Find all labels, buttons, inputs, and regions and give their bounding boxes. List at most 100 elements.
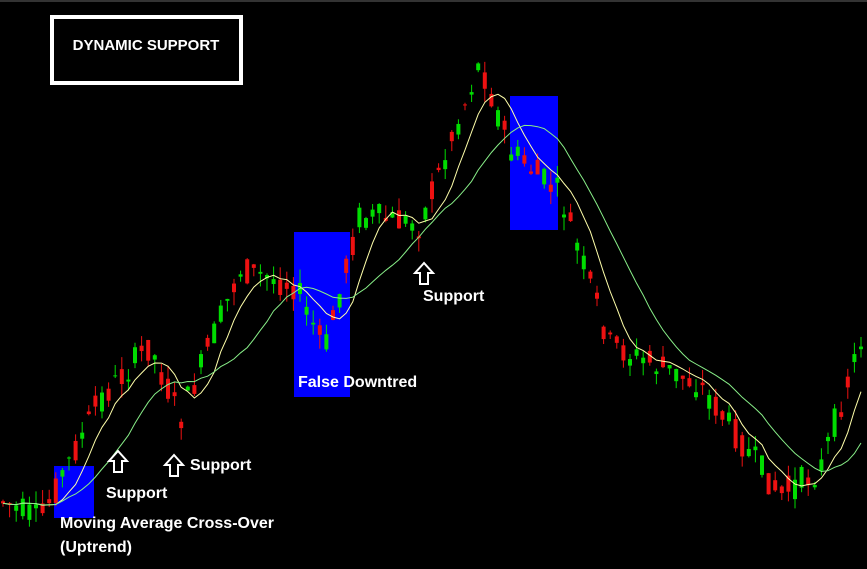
candle-body bbox=[595, 292, 599, 299]
moving-average bbox=[2, 93, 862, 506]
title-box bbox=[50, 15, 243, 85]
candle-body bbox=[344, 258, 349, 273]
candle-body bbox=[773, 480, 778, 491]
annotation: Support bbox=[106, 485, 168, 502]
candle-body bbox=[746, 448, 751, 457]
candle-body bbox=[258, 271, 263, 274]
candle-body bbox=[172, 392, 177, 397]
candle-body bbox=[575, 242, 580, 251]
candle-body bbox=[192, 385, 197, 394]
candle-body bbox=[311, 322, 316, 325]
candle-body bbox=[397, 210, 401, 229]
candle-body bbox=[377, 204, 382, 214]
candle-body bbox=[106, 388, 111, 401]
candle-body bbox=[403, 215, 408, 224]
candle-body bbox=[832, 408, 837, 437]
candle-body bbox=[766, 473, 771, 495]
candle-body bbox=[581, 255, 586, 270]
candle-body bbox=[20, 498, 25, 517]
candle-body bbox=[146, 339, 151, 361]
candle-body bbox=[700, 382, 705, 386]
candle-body bbox=[364, 218, 368, 228]
candle-body bbox=[350, 236, 355, 256]
candle-body bbox=[634, 349, 639, 356]
candle-body bbox=[779, 486, 784, 494]
annotation: Support bbox=[190, 457, 252, 474]
candle-body bbox=[225, 298, 230, 301]
candle-body bbox=[1, 501, 5, 504]
candle-body bbox=[661, 356, 665, 368]
moving-average bbox=[2, 124, 862, 506]
arrow bbox=[106, 449, 130, 473]
candle-body bbox=[60, 470, 65, 477]
candle-body bbox=[139, 345, 144, 352]
candle-body bbox=[542, 168, 547, 185]
candle-body bbox=[614, 336, 619, 343]
candle-body bbox=[469, 92, 474, 95]
candle-body bbox=[733, 419, 738, 449]
candle-body bbox=[317, 325, 322, 335]
candle-body bbox=[304, 306, 309, 315]
candle-body bbox=[67, 457, 71, 459]
candle-body bbox=[113, 375, 118, 377]
candle-body bbox=[760, 455, 764, 475]
candle-body bbox=[40, 503, 45, 514]
candle-body bbox=[694, 392, 698, 398]
candle-body bbox=[852, 354, 857, 363]
candle-body bbox=[819, 459, 824, 471]
candle-body bbox=[529, 171, 533, 174]
candle-body bbox=[14, 505, 19, 511]
candle-body bbox=[740, 435, 745, 457]
candle-body bbox=[555, 177, 560, 183]
candle-body bbox=[152, 355, 157, 360]
candle-body bbox=[199, 354, 203, 368]
candle-body bbox=[245, 259, 250, 284]
candle-body bbox=[826, 436, 830, 442]
candle-body bbox=[812, 485, 817, 488]
candle-body bbox=[284, 282, 289, 289]
candle-body bbox=[720, 411, 725, 420]
candle-body bbox=[179, 421, 184, 429]
candle-body bbox=[324, 334, 329, 350]
candle-body bbox=[608, 332, 613, 335]
candle-body bbox=[753, 446, 758, 451]
candle-body bbox=[86, 411, 91, 415]
highlight-boxes bbox=[54, 96, 558, 518]
highlight-box bbox=[510, 96, 558, 230]
candle-body bbox=[845, 376, 850, 388]
candle-body bbox=[859, 346, 863, 350]
annotation: Moving Average Cross-Over bbox=[60, 515, 274, 532]
candle-body bbox=[126, 379, 131, 382]
candle-body bbox=[601, 326, 606, 340]
candle-body bbox=[212, 323, 217, 344]
candle-body bbox=[727, 412, 731, 422]
candle-body bbox=[27, 504, 32, 520]
annotation: Support bbox=[423, 288, 485, 305]
candle-body bbox=[100, 392, 104, 412]
candle-body bbox=[265, 275, 269, 279]
candle-body bbox=[806, 477, 811, 486]
candle-body bbox=[456, 123, 461, 135]
candle-body bbox=[337, 294, 342, 308]
candle-body bbox=[562, 214, 566, 218]
candle-body bbox=[621, 345, 626, 361]
highlight-box bbox=[54, 466, 94, 518]
candle-body bbox=[166, 378, 170, 399]
candle-body bbox=[205, 337, 210, 347]
candle-body bbox=[370, 209, 375, 217]
candle-body bbox=[522, 155, 527, 164]
candle-body bbox=[218, 305, 223, 322]
candle-body bbox=[687, 378, 692, 387]
candle-body bbox=[53, 478, 58, 503]
candle-body bbox=[515, 146, 520, 156]
candle-body bbox=[568, 212, 573, 222]
candle-body bbox=[47, 499, 52, 504]
candle-body bbox=[436, 167, 441, 171]
candle-body bbox=[482, 72, 487, 89]
annotation: (Uptrend) bbox=[60, 539, 132, 556]
candle-body bbox=[641, 357, 646, 364]
candle-body bbox=[73, 440, 78, 461]
candle-body bbox=[423, 207, 428, 220]
candle-body bbox=[238, 274, 243, 277]
